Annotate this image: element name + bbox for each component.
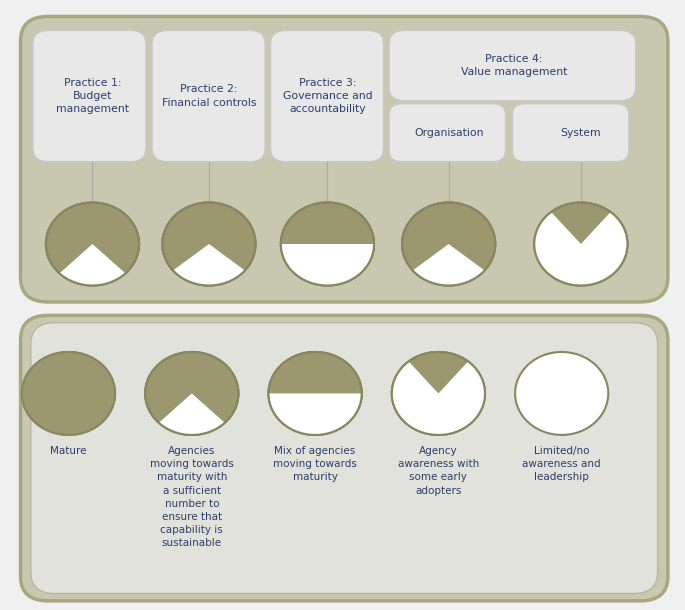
Text: Agencies
moving towards
maturity with
a sufficient
number to
ensure that
capabil: Agencies moving towards maturity with a … — [150, 446, 234, 548]
Text: Organisation: Organisation — [414, 127, 484, 138]
FancyBboxPatch shape — [21, 16, 668, 302]
FancyBboxPatch shape — [152, 30, 265, 162]
FancyBboxPatch shape — [389, 30, 636, 101]
Circle shape — [46, 203, 139, 285]
Circle shape — [22, 352, 115, 435]
Text: Mix of agencies
moving towards
maturity: Mix of agencies moving towards maturity — [273, 446, 357, 483]
Circle shape — [515, 352, 608, 435]
Circle shape — [281, 203, 374, 285]
Text: Practice 1:
Budget
management: Practice 1: Budget management — [56, 78, 129, 114]
Polygon shape — [173, 244, 245, 285]
Text: System: System — [560, 127, 601, 138]
FancyBboxPatch shape — [512, 104, 629, 162]
Circle shape — [22, 352, 115, 435]
Polygon shape — [159, 393, 225, 435]
Circle shape — [281, 203, 374, 285]
Circle shape — [392, 352, 485, 435]
Text: Limited/no
awareness and
leadership: Limited/no awareness and leadership — [523, 446, 601, 483]
Polygon shape — [392, 362, 485, 435]
Polygon shape — [60, 244, 125, 285]
FancyBboxPatch shape — [389, 104, 506, 162]
Circle shape — [145, 352, 238, 435]
FancyBboxPatch shape — [21, 315, 668, 601]
Text: Mature: Mature — [50, 446, 87, 456]
Text: Practice 4:
Value management: Practice 4: Value management — [460, 54, 567, 77]
Circle shape — [162, 203, 256, 285]
FancyBboxPatch shape — [31, 323, 658, 594]
Polygon shape — [269, 393, 362, 435]
Text: Practice 2:
Financial controls: Practice 2: Financial controls — [162, 84, 256, 108]
Circle shape — [269, 352, 362, 435]
Polygon shape — [281, 244, 374, 285]
Polygon shape — [534, 212, 627, 285]
Circle shape — [402, 203, 495, 285]
Circle shape — [402, 203, 495, 285]
Text: Practice 3:
Governance and
accountability: Practice 3: Governance and accountabilit… — [283, 78, 372, 114]
Circle shape — [162, 203, 256, 285]
Text: Agency
awareness with
some early
adopters: Agency awareness with some early adopter… — [398, 446, 479, 495]
Circle shape — [534, 203, 627, 285]
FancyBboxPatch shape — [271, 30, 384, 162]
Polygon shape — [413, 244, 484, 285]
FancyBboxPatch shape — [33, 30, 146, 162]
Circle shape — [392, 352, 485, 435]
Circle shape — [534, 203, 627, 285]
Circle shape — [145, 352, 238, 435]
Circle shape — [269, 352, 362, 435]
Circle shape — [46, 203, 139, 285]
